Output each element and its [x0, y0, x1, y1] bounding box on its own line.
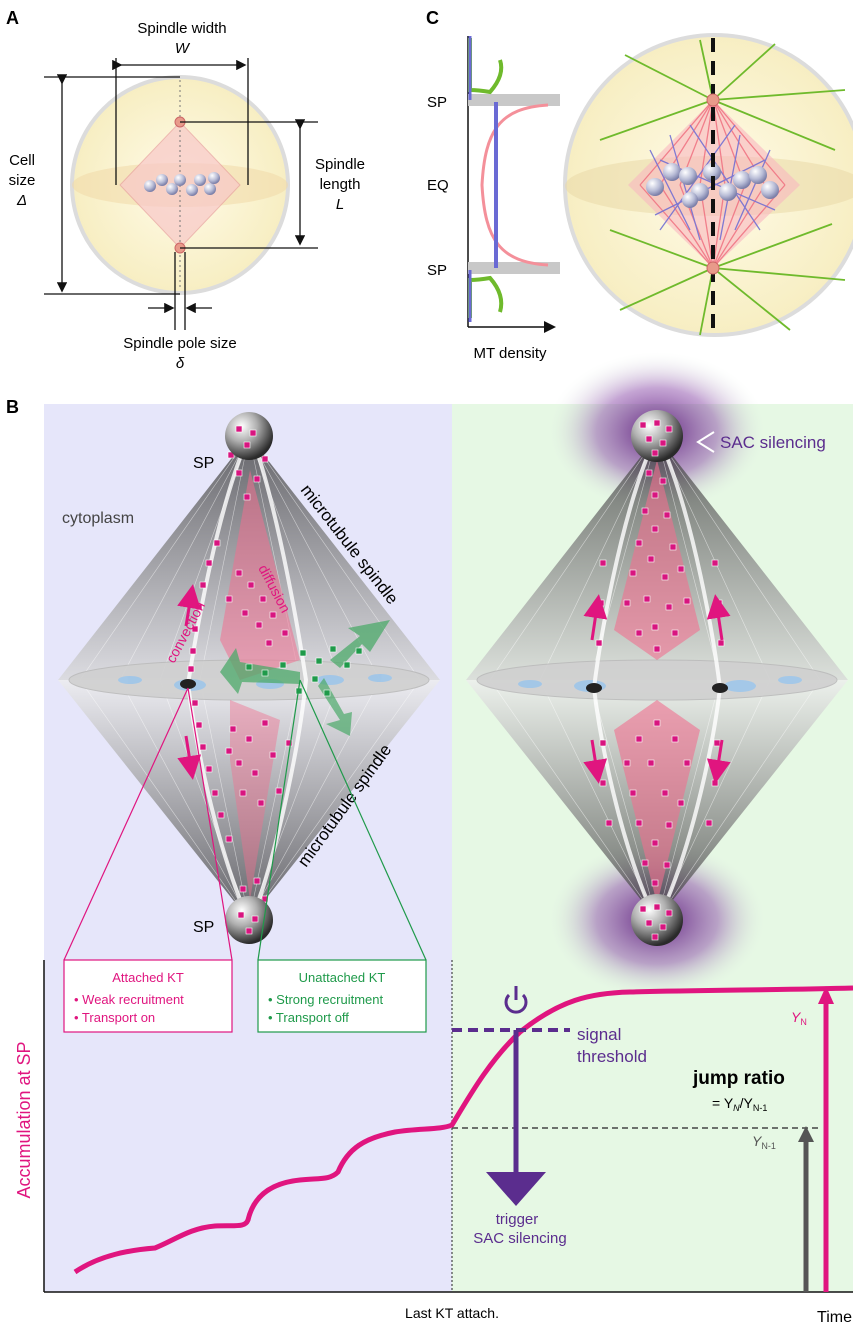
panel-c-label: C	[426, 8, 439, 28]
left-pole-top	[225, 412, 273, 460]
panel-a: A Spindle width W Cell size Δ	[6, 8, 365, 372]
panel-c: C SP EQ SP MT density	[426, 8, 853, 362]
sac-label: SAC silencing	[473, 1230, 566, 1247]
spindle-width-label: Spindle width	[137, 20, 226, 37]
jump-ratio-label: jump ratio	[692, 1068, 785, 1089]
chromosomes-a	[144, 172, 220, 196]
pole-size-label: Spindle pole size	[123, 335, 236, 352]
yn-label: YN	[791, 1009, 807, 1027]
c-eq-label: EQ	[427, 177, 449, 194]
attached-kt-title: Attached KT	[112, 970, 184, 985]
green-squares	[245, 645, 363, 697]
panel-a-label: A	[6, 8, 19, 28]
astral-microtubules	[599, 39, 846, 336]
unattached-kt-title: Unattached KT	[299, 970, 386, 985]
spindle-width-symbol: W	[175, 40, 191, 57]
threshold-label: threshold	[577, 1047, 647, 1066]
left-squares	[187, 447, 293, 915]
cell-size-label: Cell	[9, 152, 35, 169]
attached-kt-box	[63, 959, 233, 1033]
c-sp-bottom-label: SP	[427, 262, 447, 279]
x-last-kt-label: Last KT attach.	[405, 1305, 499, 1321]
b-sp-top-label: SP	[193, 455, 214, 472]
unattached-kt-box	[257, 959, 427, 1033]
cell-size-symbol: Δ	[16, 192, 27, 209]
cytoplasm-label: cytoplasm	[62, 510, 134, 527]
c-x-label: MT density	[473, 345, 547, 362]
x-time-label: Time	[817, 1309, 852, 1326]
sp-band-top	[468, 94, 560, 106]
spindle-length-symbol: L	[336, 196, 344, 213]
accumulation-curve	[73, 985, 853, 1275]
yn1-label: YN-1	[752, 1133, 776, 1151]
power-icon	[504, 986, 528, 1014]
c-sp-top-label: SP	[427, 94, 447, 111]
green-curve-top	[468, 38, 504, 95]
panel-b-label: B	[6, 397, 19, 417]
attached-kt-line1: • Weak recruitment	[74, 992, 184, 1007]
green-curve-bottom	[468, 275, 504, 318]
cell-size-label-2: size	[9, 172, 36, 189]
trigger-label: trigger	[496, 1211, 539, 1228]
signal-label: signal	[577, 1025, 621, 1044]
y-axis-label: Accumulation at SP	[14, 1041, 34, 1198]
b-sp-bottom-label: SP	[193, 919, 214, 936]
right-spindle	[466, 410, 848, 946]
panel-b: B	[6, 352, 853, 1326]
pink-density-curve	[480, 103, 549, 267]
pole-size-symbol: δ	[176, 355, 185, 372]
chromosomes-c	[646, 163, 779, 208]
sac-silencing-label: SAC silencing	[720, 433, 826, 452]
pole-top-c	[706, 93, 720, 107]
unattached-kt-line2: • Transport off	[268, 1010, 349, 1025]
spindle-length-label-2: length	[320, 176, 361, 193]
trigger-arrow-head	[486, 1172, 546, 1206]
spindle-length-label: Spindle	[315, 156, 365, 173]
attached-kt-line2: • Transport on	[74, 1010, 155, 1025]
unattached-kt-line1: • Strong recruitment	[268, 992, 383, 1007]
left-pole-bottom	[225, 896, 273, 944]
sac-silencing-pointer	[696, 431, 715, 453]
pole-bottom-c	[706, 261, 720, 275]
jump-ratio-eq: = YN/YN-1	[712, 1095, 767, 1113]
